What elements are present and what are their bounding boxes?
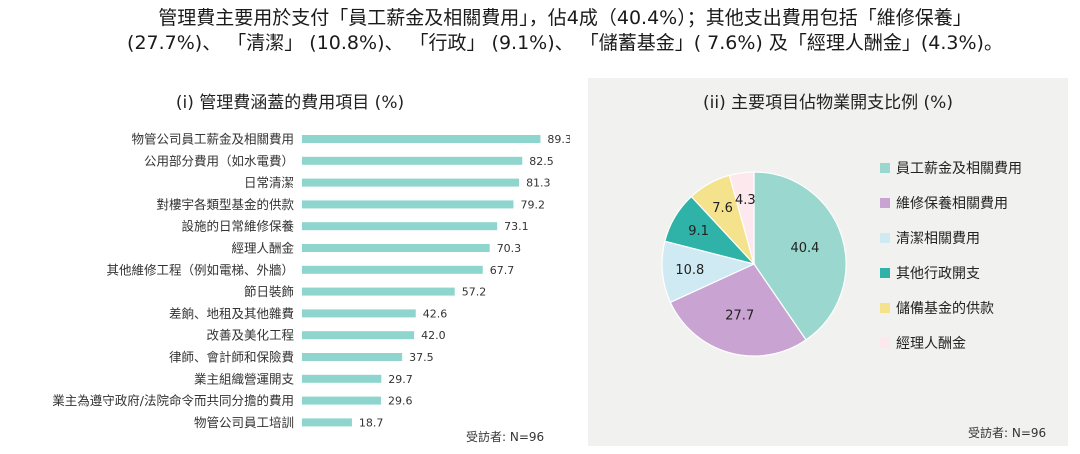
pie-value-label: 40.4 [790, 241, 819, 256]
legend-label: 員工薪金及相關費用 [896, 161, 1022, 177]
legend-label: 清潔相關費用 [896, 231, 980, 247]
legend-label: 其他行政開支 [896, 266, 980, 282]
bar-category-label: 設施的日常維修保養 [181, 219, 294, 234]
bar-row: 差餉、地租及其他雜費 42.6 [169, 306, 447, 321]
bar-category-label: 差餉、地租及其他雜費 [169, 306, 294, 321]
bar-category-label: 節日裝飾 [244, 284, 294, 299]
legend-swatch [880, 198, 890, 208]
pie-value-label: 10.8 [675, 263, 704, 278]
bar-value-label: 81.3 [526, 177, 551, 190]
bar-category-label: 改善及美化工程 [206, 328, 294, 343]
bar-row: 律師、會計師和保險費 37.5 [169, 350, 434, 365]
legend-swatch [880, 268, 890, 278]
bar [302, 309, 416, 318]
bar-row: 業主組織營運開支 29.7 [194, 371, 413, 386]
bar-value-label: 82.5 [529, 155, 554, 168]
intro-line-1: 管理費主要用於支付「員工薪金及相關費用」，佔4成（40.4%）；其他支出費用包括… [158, 7, 972, 29]
bar-value-label: 29.6 [388, 395, 413, 408]
bar [302, 265, 483, 274]
bar-row: 公用部分費用（如水電費） 82.5 [144, 153, 554, 168]
bar [302, 374, 382, 383]
legend-label: 經理人酬金 [896, 336, 966, 352]
bar [302, 331, 415, 340]
bar [302, 178, 520, 187]
bar-category-label: 其他維修工程（例如電梯、外牆） [106, 262, 294, 277]
bar-value-label: 42.0 [421, 329, 446, 342]
bar-category-label: 物管公司員工培訓 [194, 415, 294, 430]
bar-category-label: 對樓宇各類型基金的供款 [156, 197, 294, 212]
intro-text: 管理費主要用於支付「員工薪金及相關費用」，佔4成（40.4%）；其他支出費用包括… [60, 6, 1070, 56]
bar-row: 對樓宇各類型基金的供款 79.2 [156, 197, 544, 212]
pie-chart-panel: (ii) 主要項目佔物業開支比例 (%) 40.4 27.7 10.8 9.1 7.6 4… [588, 78, 1068, 446]
bar-row: 節日裝飾 57.2 [244, 284, 486, 299]
bar [302, 287, 455, 296]
bar-value-label: 79.2 [520, 198, 545, 211]
legend-swatch [880, 303, 890, 313]
bar-category-label: 律師、會計師和保險費 [169, 350, 294, 365]
pie-value-label: 27.7 [725, 308, 754, 323]
bar-value-label: 29.7 [388, 373, 413, 386]
bar-category-label: 日常清潔 [244, 175, 294, 190]
bar-category-label: 業主為遵守政府/法院命令而共同分擔的費用 [52, 393, 294, 408]
bar [302, 353, 403, 361]
bar-category-label: 物管公司員工薪金及相關費用 [131, 132, 294, 147]
bar-chart-panel: (i) 管理費涵蓋的費用項目 (%) 物管公司員工薪金及相關費用 89.3 公用部分… [10, 78, 570, 448]
pie-chart-sample-note: 受訪者: N=96 [968, 426, 1047, 440]
bar [302, 156, 523, 165]
bar-value-label: 37.5 [409, 351, 434, 364]
bar-value-label: 73.1 [504, 220, 529, 233]
bar-row: 物管公司員工薪金及相關費用 89.3 [131, 132, 570, 147]
bar-category-label: 經理人酬金 [231, 241, 294, 256]
bar [302, 200, 514, 209]
pie-value-label: 9.1 [688, 224, 709, 239]
legend-label: 儲備基金的供款 [896, 301, 994, 317]
bar-category-label: 業主組織營運開支 [194, 371, 295, 386]
bar [302, 135, 541, 143]
bar-value-label: 57.2 [462, 286, 487, 299]
legend-label: 維修保養相關費用 [896, 196, 1008, 212]
pie-value-label: 4.3 [735, 193, 756, 208]
bar-value-label: 18.7 [359, 416, 384, 429]
bar-chart: 物管公司員工薪金及相關費用 89.3 公用部分費用（如水電費） 82.5 日常清潔 81.… [52, 132, 570, 430]
bar-value-label: 70.3 [497, 242, 522, 255]
bar [302, 418, 352, 427]
bar-row: 經理人酬金 70.3 [231, 241, 521, 256]
bar [302, 244, 490, 252]
bar-row: 物管公司員工培訓 18.7 [194, 415, 383, 430]
bar-value-label: 42.6 [423, 307, 448, 320]
bar-row: 設施的日常維修保養 73.1 [181, 219, 528, 234]
bar-row: 日常清潔 81.3 [244, 175, 551, 190]
bar-chart-title: (i) 管理費涵蓋的費用項目 (%) [175, 93, 405, 113]
bar-row: 其他維修工程（例如電梯、外牆） 67.7 [106, 262, 514, 277]
pie-chart-title: (ii) 主要項目佔物業開支比例 (%) [703, 93, 953, 113]
legend-swatch [880, 163, 890, 173]
legend-swatch [880, 233, 890, 243]
legend-swatch [880, 338, 890, 348]
bar [302, 396, 382, 405]
bar-row: 改善及美化工程 42.0 [206, 328, 445, 343]
pie-slice [728, 171, 755, 265]
bar-value-label: 67.7 [490, 264, 515, 277]
bar-row: 業主為遵守政府/法院命令而共同分擔的費用 29.6 [52, 393, 412, 408]
bar [302, 222, 498, 231]
pie-chart: 40.4 27.7 10.8 9.17.64.3 [661, 171, 847, 357]
bar-value-label: 89.3 [547, 133, 570, 146]
bar-chart-sample-note: 受訪者: N=96 [466, 430, 545, 444]
pie-value-label: 7.6 [712, 201, 733, 216]
pie-slice [753, 171, 847, 341]
intro-line-2: (27.7%)、 「清潔」 (10.8%)、 「行政」 (9.1%)、 「儲蓄基… [127, 32, 1003, 54]
bar-category-label: 公用部分費用（如水電費） [144, 153, 294, 168]
